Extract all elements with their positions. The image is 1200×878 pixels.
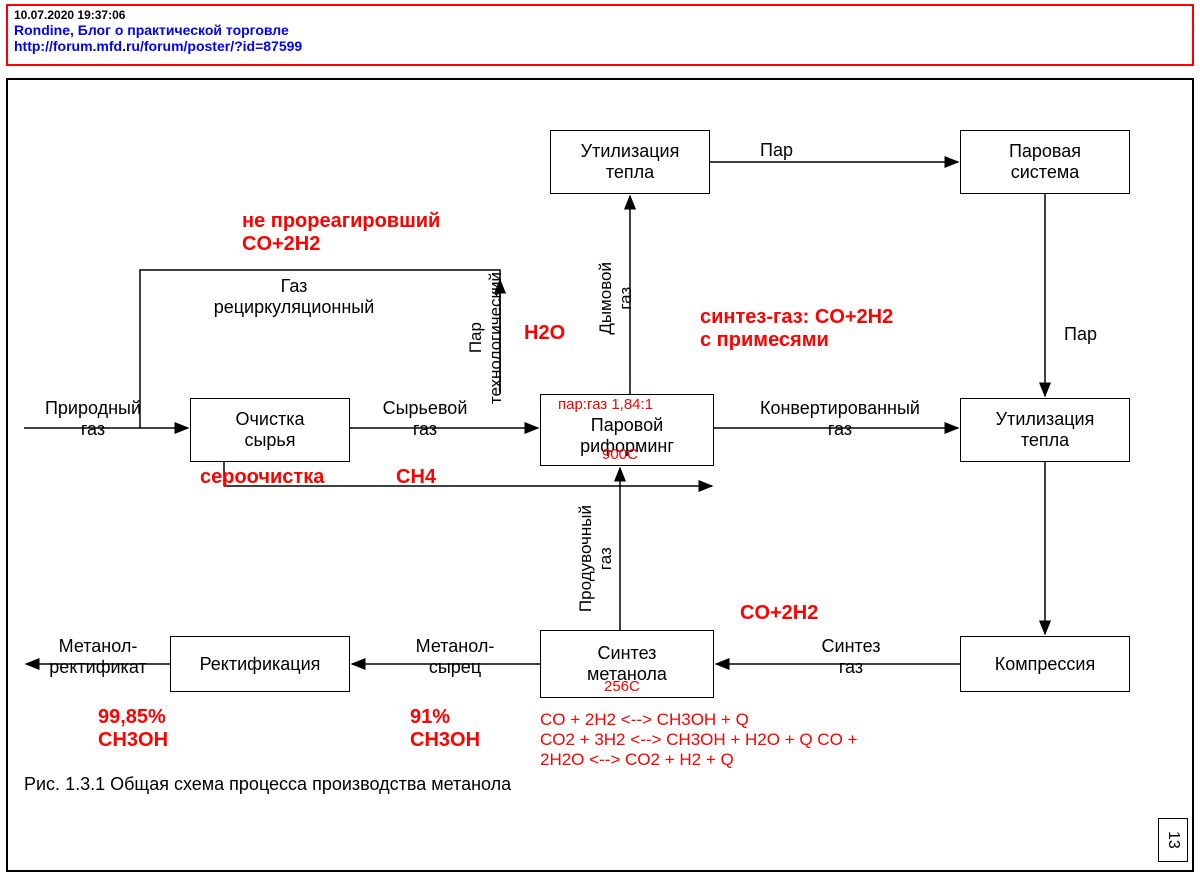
label-methanol-raw: Метанол- сырец: [400, 636, 510, 678]
red-reactions: CO + 2H2 <--> CH3OH + Q CO2 + 3H2 <--> C…: [540, 710, 857, 770]
red-pct91: 91% CH3OH: [410, 706, 480, 752]
red-h2o: H2O: [524, 322, 565, 345]
node-label: Паровая система: [1009, 141, 1081, 183]
header-url: http://forum.mfd.ru/forum/poster/?id=875…: [14, 38, 1186, 54]
node-heat-util-right: Утилизация тепла: [960, 398, 1130, 462]
label-raw-gas: Сырьевой газ: [370, 398, 480, 440]
label-recycle-gas: Газ рециркуляционный: [194, 276, 394, 318]
label-natural-gas: Природный газ: [38, 398, 148, 440]
red-temp256: 256C: [604, 678, 640, 695]
label-syngas: Синтез газ: [806, 636, 896, 678]
red-desulfur: сероочистка: [200, 466, 324, 489]
header-author: Rondine, Блог о практической торговле: [14, 22, 1186, 38]
red-co2h2: CO+2H2: [740, 602, 818, 625]
header-timestamp: 10.07.2020 19:37:06: [14, 8, 1186, 22]
label-tech-steam: Пар технологический: [466, 272, 506, 404]
red-ratio: пар:газ 1,84:1: [558, 396, 653, 413]
red-ch4: CH4: [396, 466, 436, 489]
node-compression: Компрессия: [960, 636, 1130, 692]
label-purge-gas: Продувочный газ: [576, 505, 616, 612]
label-flue-gas: Дымовой газ: [596, 262, 636, 335]
page-number-text: 13: [1164, 831, 1182, 849]
red-pct9985: 99,85% CH3OH: [98, 706, 168, 752]
node-label: Утилизация тепла: [996, 409, 1095, 451]
red-syngas-mix: синтез-газ: CO+2H2 с примесями: [700, 306, 893, 352]
label-par-top: Пар: [760, 140, 793, 161]
node-purification: Очистка сырья: [190, 398, 350, 462]
node-label: Компрессия: [995, 654, 1095, 675]
page-number: 13: [1158, 818, 1188, 862]
node-label: Утилизация тепла: [581, 141, 680, 183]
node-label: Ректификация: [200, 654, 321, 675]
node-heat-util-top: Утилизация тепла: [550, 130, 710, 194]
node-label: Очистка сырья: [236, 409, 305, 451]
label-converted-gas: Конвертированный газ: [740, 398, 940, 440]
node-rectification: Ректификация: [170, 636, 350, 692]
header-box: 10.07.2020 19:37:06 Rondine, Блог о прак…: [6, 4, 1194, 66]
red-temp900: 900C: [602, 446, 638, 463]
label-methanol-rect: Метанол- ректификат: [38, 636, 158, 678]
node-steam-system: Паровая система: [960, 130, 1130, 194]
red-unreacted: не прореагировший CO+2H2: [242, 210, 440, 256]
figure-caption: Рис. 1.3.1 Общая схема процесса производ…: [24, 774, 511, 795]
